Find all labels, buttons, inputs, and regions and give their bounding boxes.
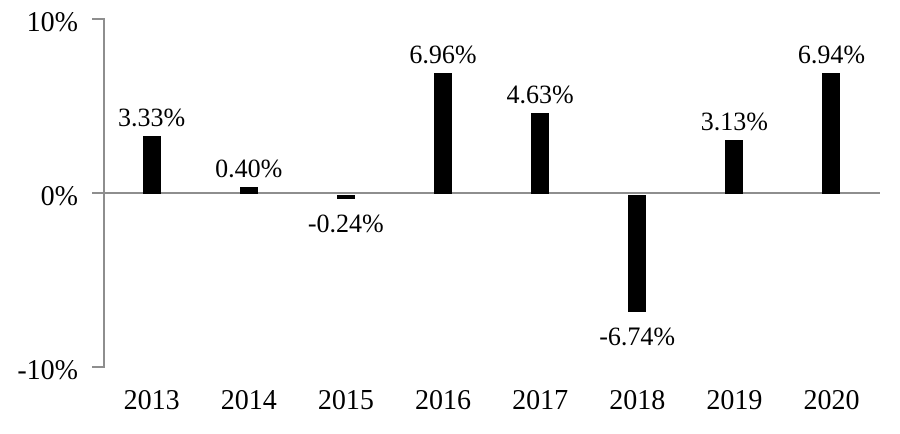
- y-axis-tick-label: -10%: [17, 355, 78, 386]
- x-axis-tick-label: 2018: [609, 385, 666, 416]
- bar-value-label: 6.94%: [797, 40, 866, 70]
- bar-2019: [725, 139, 744, 194]
- bar-2015: [336, 195, 355, 200]
- bar-2016: [433, 72, 452, 194]
- y-axis-tick: [92, 192, 105, 194]
- y-axis-tick: [92, 18, 105, 20]
- x-axis-tick-label: 2014: [220, 385, 277, 416]
- x-axis-tick-label: 2013: [123, 385, 180, 416]
- bar-2013: [142, 136, 161, 194]
- y-axis-tick: [92, 366, 105, 368]
- bar-value-label: -0.24%: [307, 209, 384, 239]
- bar-2014: [239, 187, 258, 194]
- bar-value-label: 4.63%: [506, 80, 574, 110]
- x-axis-tick-label: 2016: [414, 385, 471, 416]
- bar-value-label: 6.96%: [409, 39, 477, 69]
- bar-2017: [531, 113, 550, 194]
- x-axis-tick-label: 2020: [803, 385, 860, 416]
- y-axis-tick-label: 10%: [26, 7, 78, 38]
- bar-value-label: 0.40%: [215, 154, 283, 184]
- bar-2018: [628, 195, 647, 313]
- x-axis-tick-label: 2015: [317, 385, 374, 416]
- bar-2020: [822, 73, 841, 194]
- bar-value-label: 3.13%: [700, 106, 768, 136]
- x-axis-tick-label: 2019: [706, 385, 763, 416]
- bar-value-label: 3.33%: [117, 103, 186, 133]
- y-axis-tick-label: 0%: [40, 181, 78, 212]
- bar-value-label: -6.74%: [599, 322, 676, 352]
- zero-baseline: [103, 192, 880, 194]
- x-axis-tick-label: 2017: [512, 385, 569, 416]
